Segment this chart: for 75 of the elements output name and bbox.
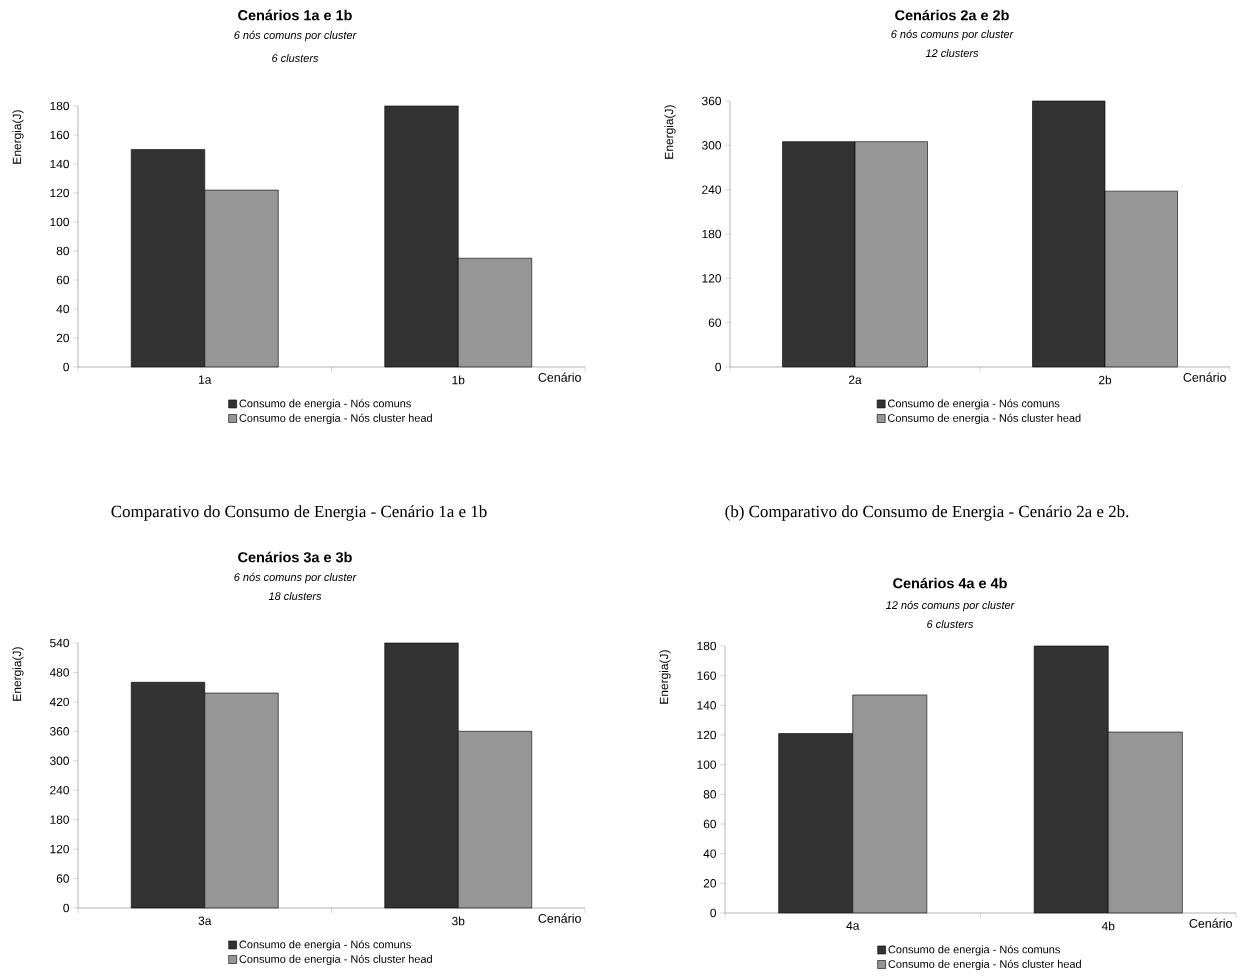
y-tick-label: 60 [703,819,717,829]
y-tick-label: 160 [697,671,717,680]
chart-title: Cenários 2a e 2b [895,9,1009,21]
x-tick-label: 2b [1098,375,1112,385]
text: 6 clusters [927,619,974,629]
y-tick-label: 120 [50,188,70,198]
text: 12 clusters [925,48,979,58]
y-tick-label: 100 [697,760,717,769]
y-tick-label: 40 [56,304,70,314]
y-tick-label: 0 [710,908,717,918]
x-tick-label: 1b [452,375,465,385]
y-tick-label: 480 [49,668,70,677]
y-tick-label: 80 [56,246,70,256]
legend-label: Consumo de energia - Nós comuns [239,399,411,410]
y-tick-label: 60 [56,874,70,883]
legend-label: Consumo de energia - Nós cluster head [888,959,1081,971]
x-tick-label: 4b [1101,921,1115,931]
chart-subtitle: 6 nós comuns por cluster [234,30,357,42]
y-tick-label: 80 [703,790,717,799]
y-axis-title: Energia(J) [12,110,24,164]
x-axis-title: Cenário [1183,372,1226,382]
y-tick-label: 160 [50,130,70,140]
y-tick-label: 60 [56,275,70,285]
x-tick-label: 3a [198,916,212,925]
x-tick-label: 2a [848,375,862,384]
y-tick-label: 60 [708,318,722,327]
y-tick-label: 100 [50,217,70,227]
y-axis-title: Energia(J) [12,647,24,701]
x-axis-title: Cenário [1189,918,1232,928]
y-tick-label: 180 [697,641,717,651]
legend-label: Consumo de energia - Nós cluster head [239,954,432,966]
y-tick-label: 140 [697,701,717,710]
y-tick-label: 360 [49,727,70,736]
text: Comparativo do Consumo de Energia - Cenário 1a e 1b [111,505,487,521]
y-tick-label: 540 [50,638,70,648]
y-tick-label: 300 [49,756,70,765]
x-axis-title: Cenário [538,372,581,382]
y-tick-label: 300 [701,141,722,150]
y-tick-label: 0 [63,362,70,372]
y-tick-label: 20 [56,333,70,343]
y-tick-label: 120 [702,274,722,283]
y-tick-label: 0 [715,362,722,372]
legend-label: Consumo de energia - Nós comuns [888,945,1060,956]
chart-title: Cenários 1a e 1b [238,9,352,21]
chart-subtitle: 6 nós comuns por cluster [891,29,1014,41]
y-axis-title: Energia(J) [664,105,676,159]
x-axis-title: Cenário [538,913,581,923]
text: 6 clusters [272,53,319,63]
chart-title: Cenários 3a e 3b [238,551,352,563]
text: (b) Comparativo do Consumo de Energia - Cenário 2a e 2b. [725,505,1129,521]
legend-label: Consumo de energia - Nós cluster head [239,413,432,425]
y-tick-label: 0 [63,903,70,913]
y-tick-label: 140 [50,159,70,169]
chart-subtitle: 6 nós comuns por cluster [234,572,357,584]
text: 18 clusters [268,591,322,601]
y-tick-label: 180 [702,229,722,239]
legend-label: Consumo de energia - Nós comuns [888,399,1060,410]
y-axis-title: Energia(J) [659,650,671,704]
x-tick-label: 1a [199,375,212,384]
y-tick-label: 420 [49,697,70,707]
y-tick-label: 120 [50,844,70,854]
legend-label: Consumo de energia - Nós cluster head [888,413,1081,425]
y-tick-label: 120 [697,730,717,740]
x-tick-label: 3b [452,916,465,926]
legend-label: Consumo de energia - Nós comuns [239,940,411,951]
chart-title: Cenários 4a e 4b [893,577,1007,589]
y-tick-label: 360 [701,96,722,106]
y-tick-label: 180 [50,815,70,824]
chart-subtitle: 12 nós comuns por cluster [886,600,1015,612]
y-tick-label: 20 [703,879,717,888]
y-tick-label: 180 [50,101,70,111]
y-tick-label: 240 [702,185,722,194]
x-tick-label: 4a [846,921,860,930]
y-tick-label: 40 [703,849,717,858]
y-tick-label: 240 [50,786,70,795]
